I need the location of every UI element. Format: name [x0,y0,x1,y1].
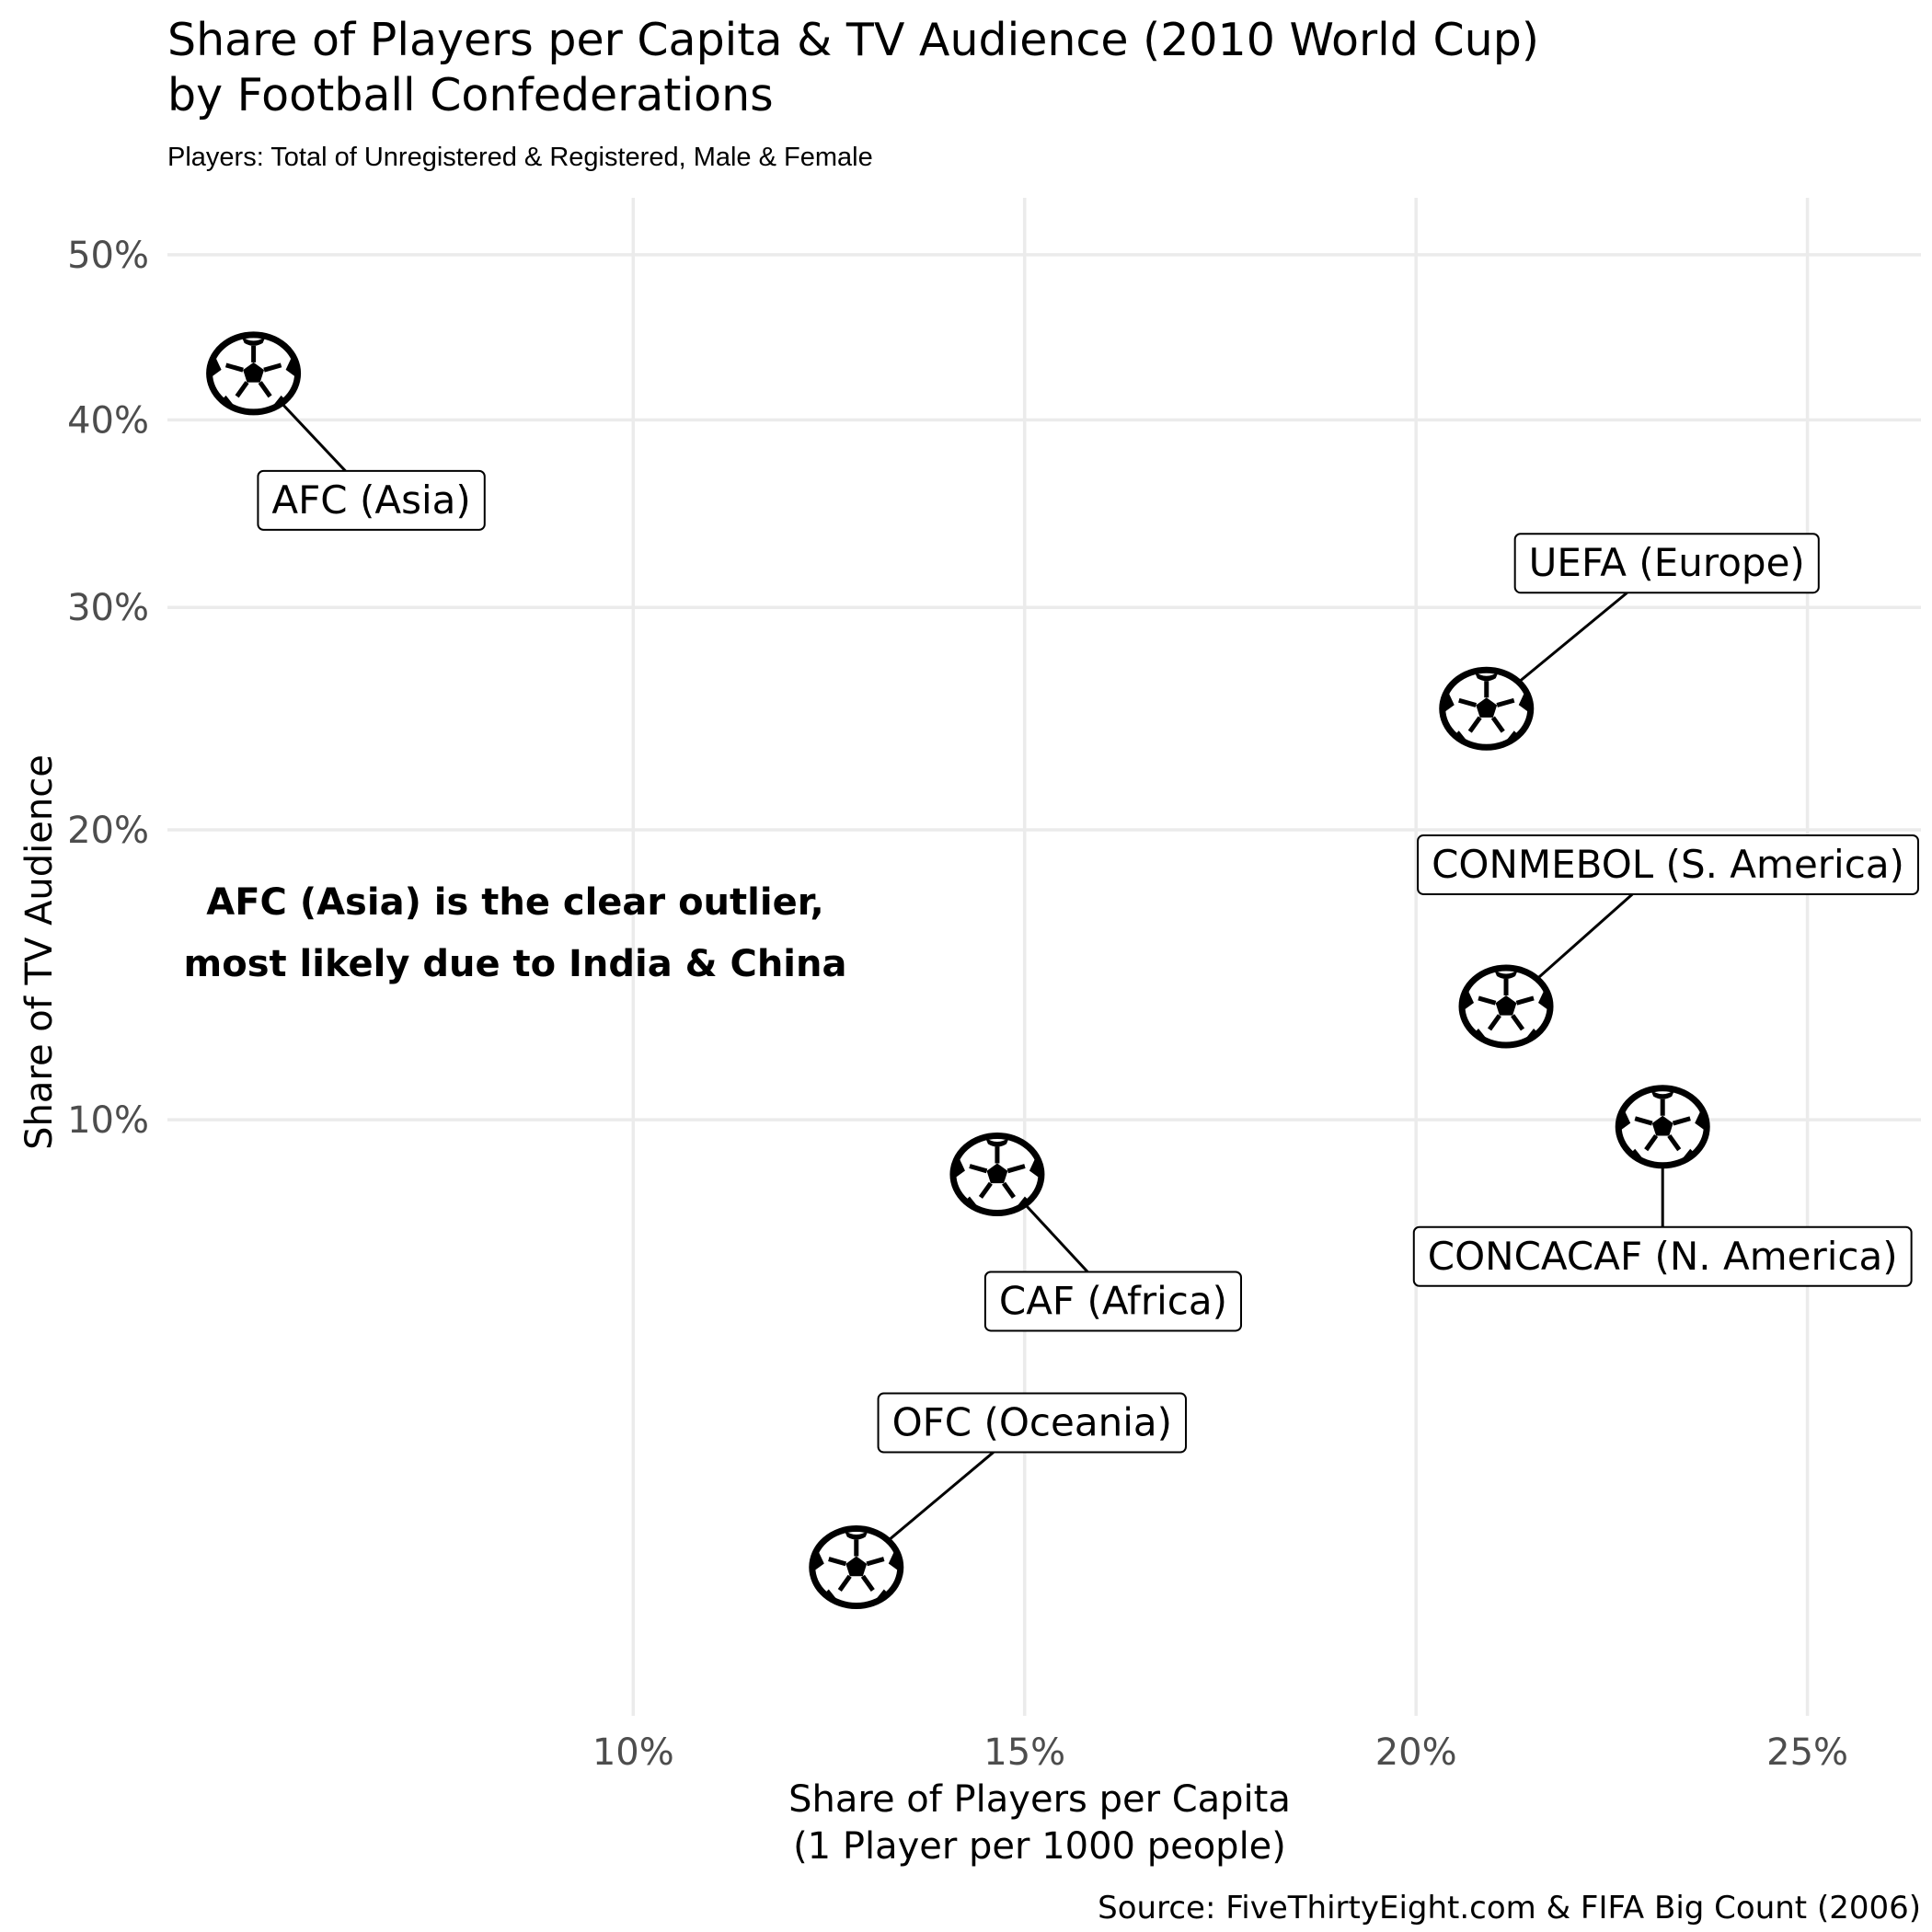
chart-subtitle: Players: Total of Unregistered & Registe… [167,143,873,172]
x-tick-label: 20% [1375,1731,1457,1774]
y-tick-label: 20% [67,810,149,852]
point-label-box [1412,1225,1913,1287]
point-label: CAF (Africa) [999,1278,1227,1323]
point-label-box [983,1271,1243,1332]
annotation-line-2: most likely due to India & China [184,943,847,985]
point-label: CONMEBOL (S. America) [1432,842,1904,887]
title-line-2: by Football Confederations [167,69,774,121]
x-tick-label: 10% [592,1731,674,1774]
y-tick-label: 10% [67,1099,149,1142]
y-tick-label: 40% [67,399,149,442]
data-labels: AFC (Asia) UEFA (Europe) CONMEBOL (S. Amer… [257,469,1919,1454]
soccer-ball-icon [1443,670,1531,747]
chart-title: Share of Players per Capita & TV Audienc… [167,14,1539,121]
soccer-ball-icon [210,335,298,412]
point-label: AFC (Asia) [271,477,470,523]
soccer-ball-icon [812,1529,901,1606]
annotation-line-1: AFC (Asia) is the clear outlier, [206,881,823,924]
point-label-box [1417,834,1919,895]
x-axis-label-line-1: Share of Players per Capita [788,1778,1291,1821]
grid-lines [167,198,1921,1716]
x-tick-label: 15% [983,1731,1065,1774]
y-tick-label: 50% [67,235,149,277]
x-tick-label: 25% [1766,1731,1848,1774]
soccer-ball-icon [1462,968,1550,1045]
point-label-box [877,1392,1187,1454]
point-label: OFC (Oceania) [892,1400,1172,1445]
point-label-box [1513,533,1820,594]
point-label: CONCACAF (N. America) [1428,1234,1898,1279]
point-label: UEFA (Europe) [1529,540,1805,585]
point-label-box [257,469,486,531]
title-line-1: Share of Players per Capita & TV Audienc… [167,14,1539,66]
source-caption: Source: FiveThirtyEight.com & FIFA Big C… [1098,1890,1921,1926]
x-axis-label: Share of Players per Capita (1 Player per… [788,1778,1291,1868]
axis-ticks: 10% 15% 20% 25% 10% 20% 30% 40% 50% [67,235,1848,1774]
y-axis-label: Share of TV Audience [18,754,61,1150]
soccer-ball-icon [1618,1088,1707,1166]
outlier-annotation: AFC (Asia) is the clear outlier, most lik… [184,881,847,985]
soccer-ball-icon [953,1135,1041,1213]
x-axis-label-line-2: (1 Player per 1000 people) [793,1825,1286,1868]
y-tick-label: 30% [67,587,149,629]
